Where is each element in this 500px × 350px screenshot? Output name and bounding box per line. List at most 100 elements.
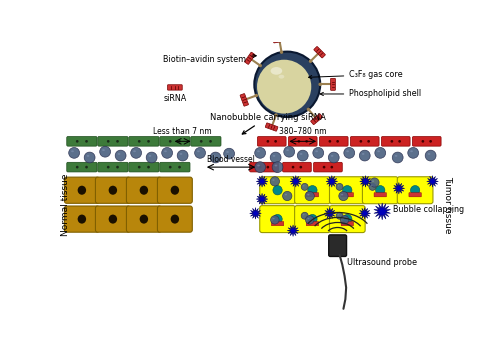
Circle shape xyxy=(390,140,393,143)
Ellipse shape xyxy=(286,149,289,151)
Polygon shape xyxy=(290,176,302,187)
Ellipse shape xyxy=(274,164,278,167)
FancyBboxPatch shape xyxy=(398,177,433,204)
FancyBboxPatch shape xyxy=(374,193,386,197)
Circle shape xyxy=(298,140,300,143)
Circle shape xyxy=(340,216,349,224)
FancyBboxPatch shape xyxy=(67,162,97,172)
Ellipse shape xyxy=(316,150,318,152)
Circle shape xyxy=(194,147,205,158)
FancyBboxPatch shape xyxy=(341,193,353,197)
Circle shape xyxy=(274,140,277,143)
Ellipse shape xyxy=(272,218,274,219)
Circle shape xyxy=(339,191,348,201)
Ellipse shape xyxy=(170,186,179,195)
Circle shape xyxy=(100,146,110,157)
Ellipse shape xyxy=(362,153,364,155)
Ellipse shape xyxy=(118,153,120,155)
Circle shape xyxy=(115,150,126,161)
FancyBboxPatch shape xyxy=(160,136,190,146)
Ellipse shape xyxy=(308,215,317,224)
Circle shape xyxy=(398,140,401,143)
Circle shape xyxy=(300,166,302,168)
Ellipse shape xyxy=(272,155,276,157)
FancyBboxPatch shape xyxy=(409,193,422,197)
FancyBboxPatch shape xyxy=(64,206,100,232)
Ellipse shape xyxy=(284,194,287,195)
Ellipse shape xyxy=(308,186,317,195)
FancyBboxPatch shape xyxy=(362,177,398,204)
Circle shape xyxy=(336,183,343,190)
Circle shape xyxy=(284,146,294,157)
Ellipse shape xyxy=(108,186,117,195)
FancyBboxPatch shape xyxy=(160,162,190,172)
Text: C₃F₈ gas core: C₃F₈ gas core xyxy=(308,70,403,79)
FancyBboxPatch shape xyxy=(320,136,348,146)
FancyBboxPatch shape xyxy=(126,177,162,203)
FancyBboxPatch shape xyxy=(314,47,326,58)
Circle shape xyxy=(254,147,266,158)
Circle shape xyxy=(116,140,119,143)
Polygon shape xyxy=(326,176,338,187)
Circle shape xyxy=(328,140,331,143)
Ellipse shape xyxy=(303,185,304,187)
Ellipse shape xyxy=(341,194,343,195)
Circle shape xyxy=(305,191,314,201)
FancyBboxPatch shape xyxy=(168,85,182,90)
Text: Nanobubble carrying siRNA: Nanobubble carrying siRNA xyxy=(210,113,326,134)
Ellipse shape xyxy=(410,150,413,152)
FancyBboxPatch shape xyxy=(191,136,221,146)
Circle shape xyxy=(370,178,379,187)
FancyBboxPatch shape xyxy=(266,123,278,131)
Circle shape xyxy=(254,162,266,173)
Polygon shape xyxy=(256,176,268,187)
Circle shape xyxy=(68,147,80,158)
Polygon shape xyxy=(393,183,404,194)
Circle shape xyxy=(85,166,88,168)
Ellipse shape xyxy=(257,150,260,152)
Polygon shape xyxy=(427,176,438,187)
Circle shape xyxy=(178,140,181,143)
Ellipse shape xyxy=(272,179,274,181)
Text: Bubble collapsing: Bubble collapsing xyxy=(393,205,464,214)
Ellipse shape xyxy=(331,155,334,157)
Circle shape xyxy=(306,108,310,111)
Circle shape xyxy=(272,162,283,173)
Circle shape xyxy=(270,152,281,163)
Ellipse shape xyxy=(257,164,260,167)
Ellipse shape xyxy=(278,75,284,79)
Ellipse shape xyxy=(140,215,148,224)
Ellipse shape xyxy=(338,185,340,187)
FancyBboxPatch shape xyxy=(294,177,330,204)
Polygon shape xyxy=(287,225,299,237)
FancyBboxPatch shape xyxy=(330,206,365,233)
Circle shape xyxy=(328,152,339,163)
Circle shape xyxy=(147,166,150,168)
FancyBboxPatch shape xyxy=(282,162,312,172)
FancyBboxPatch shape xyxy=(98,162,128,172)
Text: Tumor tissue: Tumor tissue xyxy=(443,176,452,233)
Circle shape xyxy=(254,94,258,97)
Ellipse shape xyxy=(303,214,304,215)
FancyBboxPatch shape xyxy=(96,177,130,203)
Polygon shape xyxy=(360,176,372,187)
Circle shape xyxy=(392,152,403,163)
Text: 380–780 nm: 380–780 nm xyxy=(279,127,326,136)
Circle shape xyxy=(162,147,172,158)
Ellipse shape xyxy=(372,180,374,182)
Circle shape xyxy=(330,166,333,168)
Circle shape xyxy=(301,212,308,219)
Circle shape xyxy=(298,150,308,161)
Ellipse shape xyxy=(86,155,90,157)
Circle shape xyxy=(266,166,269,168)
Circle shape xyxy=(200,140,202,143)
FancyBboxPatch shape xyxy=(310,114,322,125)
Text: Blood vessel: Blood vessel xyxy=(207,155,255,164)
Circle shape xyxy=(280,50,283,54)
Circle shape xyxy=(147,140,150,143)
Ellipse shape xyxy=(170,215,179,224)
Ellipse shape xyxy=(376,186,385,195)
Circle shape xyxy=(169,140,172,143)
FancyBboxPatch shape xyxy=(341,222,353,226)
Text: Normal tissue: Normal tissue xyxy=(60,173,70,236)
